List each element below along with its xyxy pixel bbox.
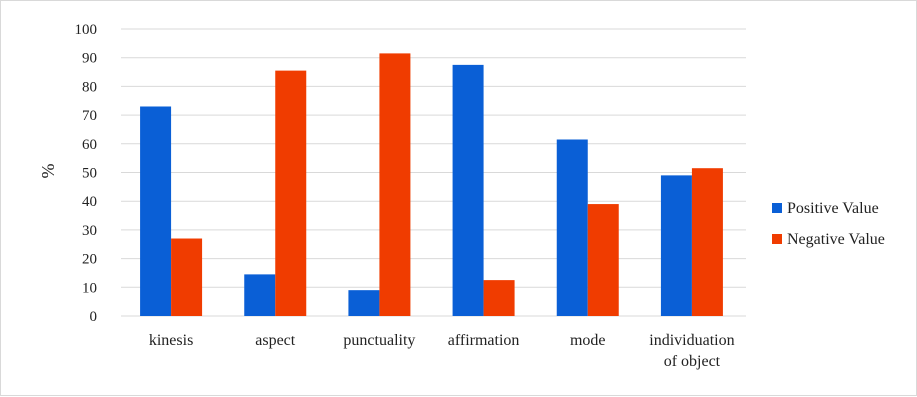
y-tick-label: 80	[82, 79, 97, 95]
y-tick-label: 100	[75, 22, 98, 38]
bar-positive-3	[452, 64, 484, 316]
bars	[140, 53, 723, 317]
x-category-label: kinesis	[149, 332, 193, 349]
bar-positive-1	[244, 274, 276, 316]
y-tick-label: 70	[82, 108, 97, 124]
y-tick-label: 50	[82, 166, 97, 182]
bar-positive-5	[660, 175, 692, 316]
y-tick-label: 60	[82, 137, 97, 153]
x-category-label: aspect	[255, 332, 296, 349]
legend-swatch	[772, 234, 782, 244]
bar-positive-4	[556, 139, 588, 316]
legend-label: Negative Value	[787, 231, 885, 248]
bar-negative-0	[171, 238, 203, 316]
y-tick-label: 90	[82, 51, 97, 67]
y-tick-label: 0	[90, 309, 98, 325]
bar-negative-1	[275, 70, 307, 317]
legend: Positive Value Negative Value	[772, 200, 885, 248]
bar-negative-4	[587, 204, 619, 316]
y-tick-label: 40	[82, 194, 97, 210]
bar-negative-5	[691, 168, 723, 316]
y-tick-label: 10	[82, 280, 97, 296]
x-axis-categories: kinesis aspect punctuality affirmation mode i…	[149, 332, 735, 370]
y-axis-ticks: 0 10 20 30 40 50 60 70 80 90 100	[75, 22, 98, 325]
gridlines	[121, 28, 746, 317]
x-category-label: mode	[570, 332, 606, 349]
y-tick-label: 20	[82, 252, 97, 268]
bar-negative-3	[483, 280, 515, 316]
y-tick-label: 30	[82, 223, 97, 239]
bar-negative-2	[379, 53, 411, 317]
x-category-label: individuation of object	[649, 332, 734, 370]
bar-positive-2	[348, 290, 380, 316]
x-category-label: punctuality	[343, 332, 415, 349]
x-category-label: affirmation	[448, 332, 520, 349]
legend-label: Positive Value	[787, 200, 879, 217]
bar-positive-0	[140, 106, 172, 317]
y-axis-label: %	[38, 164, 58, 179]
legend-swatch	[772, 203, 782, 213]
